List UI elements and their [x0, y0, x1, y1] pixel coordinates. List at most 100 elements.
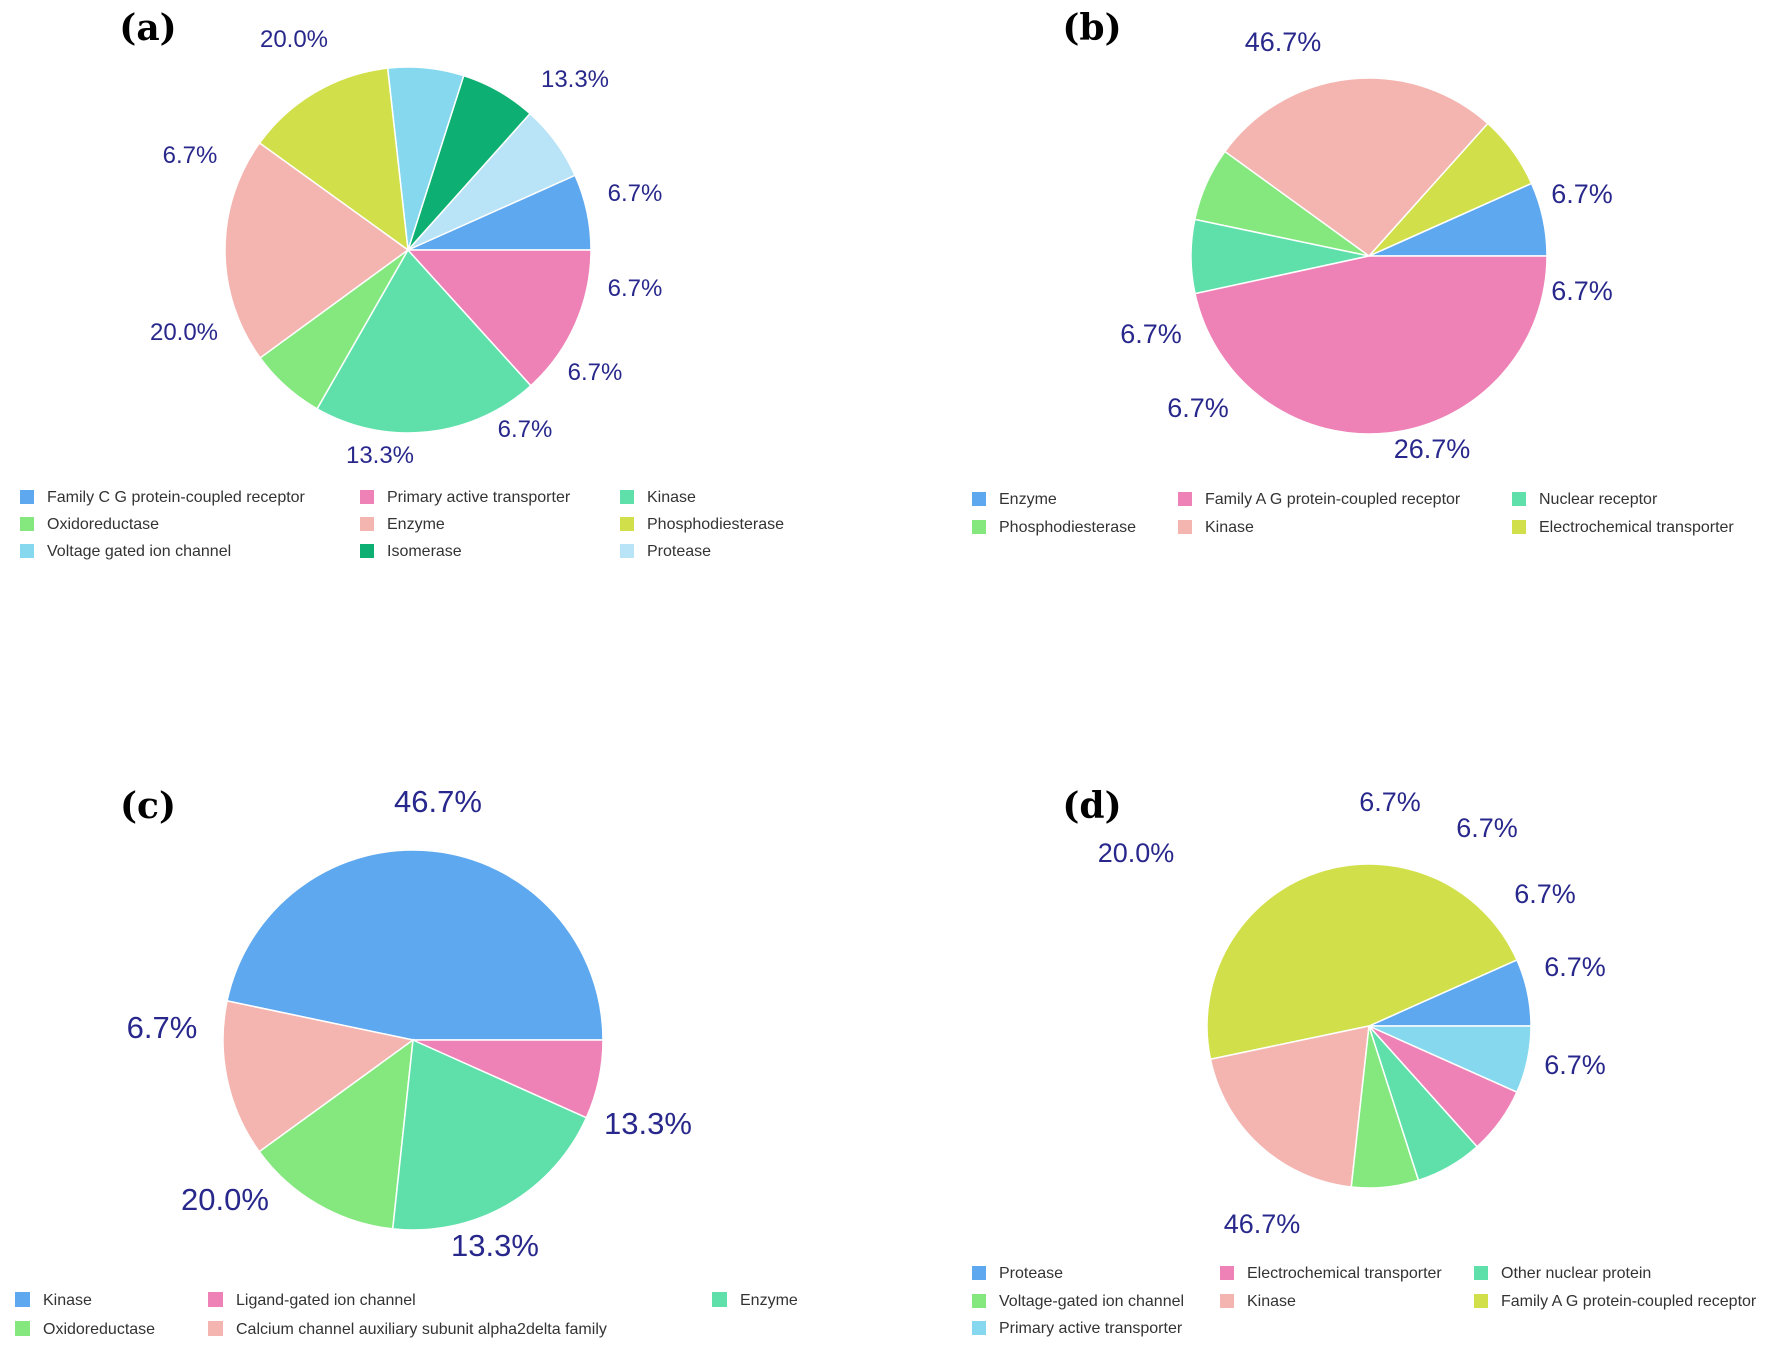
- legend-a-item-2: Kinase: [647, 489, 696, 506]
- legend-c-item-1: Ligand-gated ion channel: [236, 1292, 416, 1309]
- panel-b-letter: (b): [1062, 7, 1121, 49]
- pie-a-label-7: 6.7%: [568, 359, 623, 386]
- legend-a-item-8: Protease: [647, 543, 711, 560]
- legend-b-swatch-2: [1512, 492, 1526, 506]
- legend-d-swatch-5: [1474, 1294, 1488, 1308]
- legend-d-swatch-2: [1474, 1266, 1488, 1280]
- legend-b-item-4: Kinase: [1205, 519, 1254, 536]
- pie-a-label-5: 13.3%: [346, 442, 414, 469]
- legend-d-swatch-3: [972, 1294, 986, 1308]
- pie-a-label-3: 6.7%: [163, 142, 218, 169]
- legend-d-item-5: Family A G protein-coupled receptor: [1501, 1293, 1757, 1310]
- pie-d-label-0: 6.7%: [1544, 952, 1606, 982]
- pie-c-slice-0: [226, 849, 604, 1041]
- pie-d-label-3: 6.7%: [1359, 787, 1421, 817]
- legend-c-item-4: Calcium channel auxiliary subunit alpha2…: [236, 1321, 607, 1338]
- legend-c-swatch-3: [15, 1321, 30, 1336]
- legend-a-item-1: Primary active transporter: [387, 489, 571, 506]
- pie-b-label-2: 6.7%: [1120, 319, 1182, 349]
- legend-c-swatch-2: [712, 1292, 727, 1307]
- legend-a-swatch-3: [20, 517, 34, 531]
- pie-b-label-5: 6.7%: [1551, 276, 1613, 306]
- legend-c-swatch-0: [15, 1292, 30, 1307]
- pie-c-slice-1: [412, 1039, 604, 1119]
- legend-a-swatch-4: [360, 517, 374, 531]
- legend-a-item-3: Oxidoreductase: [47, 516, 159, 533]
- pie-c-label-3: 13.3%: [451, 1228, 539, 1263]
- pie-a-label-1: 13.3%: [541, 66, 609, 93]
- legend-a-item-5: Phosphodiesterase: [647, 516, 784, 533]
- legend-b-swatch-3: [972, 520, 986, 534]
- pie-a-slice-1: [406, 249, 592, 387]
- legend-d-swatch-0: [972, 1266, 986, 1280]
- pie-c-slice-4: [222, 1000, 415, 1153]
- pie-b-label-3: 6.7%: [1167, 393, 1229, 423]
- legend-b-item-2: Nuclear receptor: [1539, 491, 1658, 508]
- legend-b-swatch-1: [1178, 492, 1192, 506]
- legend-a-swatch-1: [360, 490, 374, 504]
- pie-d-slice-6: [1368, 1025, 1532, 1094]
- pie-a-label-8: 6.7%: [608, 275, 663, 302]
- pie-d-label-4: 20.0%: [1098, 838, 1175, 868]
- pie-d-label-6: 6.7%: [1544, 1050, 1606, 1080]
- pie-a-label-0: 6.7%: [608, 180, 663, 207]
- legend-a-item-7: Isomerase: [387, 543, 462, 560]
- legend-b-item-3: Phosphodiesterase: [999, 519, 1136, 536]
- pie-c-label-0: 46.7%: [394, 784, 482, 819]
- pie-a-label-2: 20.0%: [260, 26, 328, 53]
- pie-d-slice-4: [1209, 1025, 1370, 1188]
- legend-a-swatch-2: [620, 490, 634, 504]
- pie-c-label-2: 20.0%: [181, 1182, 269, 1217]
- legend-a-item-6: Voltage gated ion channel: [47, 543, 231, 560]
- pie-d-label-1: 6.7%: [1514, 879, 1576, 909]
- legend-a-swatch-7: [360, 544, 374, 558]
- legend-b-item-0: Enzyme: [999, 491, 1057, 508]
- legend-c-item-3: Oxidoreductase: [43, 1321, 155, 1338]
- pie-d-label-2: 6.7%: [1456, 813, 1518, 843]
- legend-d-item-1: Electrochemical transporter: [1247, 1265, 1442, 1282]
- pie-a-slice-4: [224, 141, 410, 359]
- pie-c-label-1: 6.7%: [127, 1010, 198, 1045]
- legend-b-swatch-5: [1512, 520, 1526, 534]
- pie-a-slice-2: [316, 248, 532, 434]
- pie-b-label-1: 46.7%: [1245, 27, 1322, 57]
- legend-b-item-1: Family A G protein-coupled receptor: [1205, 491, 1461, 508]
- legend-a-swatch-5: [620, 517, 634, 531]
- legend-c-item-2: Enzyme: [740, 1292, 798, 1309]
- pie-a-label-6: 6.7%: [498, 416, 553, 443]
- legend-d-item-0: Protease: [999, 1265, 1063, 1282]
- legend-d-item-4: Kinase: [1247, 1293, 1296, 1310]
- pie-c-slice-2: [391, 1038, 588, 1231]
- legend-d-item-3: Voltage-gated ion channel: [999, 1293, 1184, 1310]
- pie-b-slice-1: [1194, 255, 1548, 435]
- pie-b-label-4: 26.7%: [1394, 434, 1471, 464]
- pie-c-slice-3: [258, 1038, 414, 1230]
- legend-a-item-4: Enzyme: [387, 516, 445, 533]
- legend-d-swatch-1: [1220, 1266, 1234, 1280]
- legend-a-swatch-0: [20, 490, 34, 504]
- panel-a-letter: (a): [119, 7, 176, 49]
- pie-a-slice-5: [258, 67, 409, 252]
- pie-b-slice-4: [1223, 77, 1489, 258]
- legend-d-item-6: Primary active transporter: [999, 1320, 1183, 1337]
- panel-d-letter: (d): [1062, 785, 1121, 827]
- legend-a-item-0: Family C G protein-coupled receptor: [47, 489, 306, 506]
- legend-b-swatch-0: [972, 492, 986, 506]
- legend-b-item-5: Electrochemical transporter: [1539, 519, 1734, 536]
- legend-d-item-2: Other nuclear protein: [1501, 1265, 1651, 1282]
- legend-a-swatch-6: [20, 544, 34, 558]
- pie-d-label-5: 46.7%: [1224, 1209, 1301, 1239]
- legend-a-swatch-8: [620, 544, 634, 558]
- pie-d-slice-5: [1206, 863, 1518, 1061]
- legend-d-swatch-6: [972, 1321, 986, 1335]
- pie-a-label-4: 20.0%: [150, 319, 218, 346]
- legend-c-swatch-4: [208, 1321, 223, 1336]
- legend-c-item-0: Kinase: [43, 1292, 92, 1309]
- pie-b-label-0: 6.7%: [1551, 179, 1613, 209]
- panel-c-letter: (c): [120, 785, 176, 827]
- pie-c-label-4: 13.3%: [604, 1106, 692, 1141]
- legend-d-swatch-4: [1220, 1294, 1234, 1308]
- legend-b-swatch-4: [1178, 520, 1192, 534]
- legend-c-swatch-1: [208, 1292, 223, 1307]
